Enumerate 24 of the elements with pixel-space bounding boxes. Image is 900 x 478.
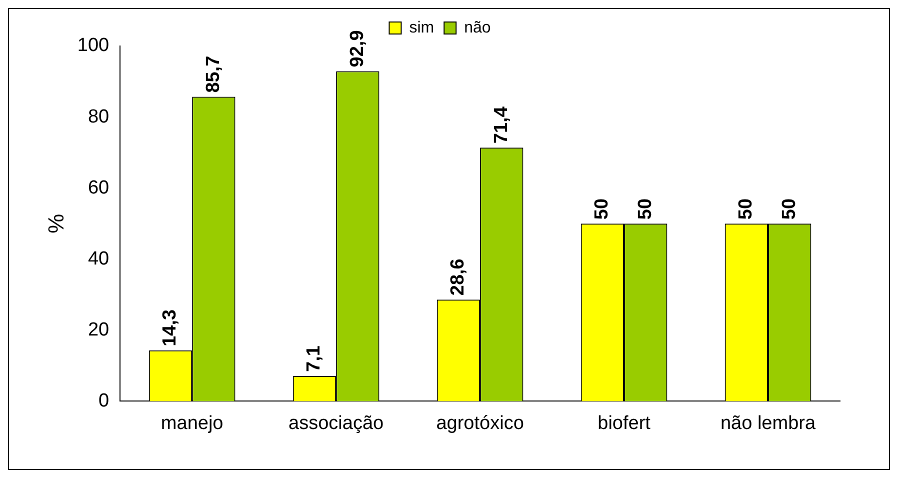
y-axis-title: % <box>43 214 68 234</box>
data-label: 28,6 <box>448 258 469 296</box>
data-label: 50 <box>736 198 757 220</box>
data-label: 85,7 <box>202 56 224 93</box>
y-tick-label: 20 <box>88 319 110 340</box>
legend-label: não <box>464 19 491 36</box>
y-tick-label: 0 <box>98 390 110 412</box>
data-label: 50 <box>778 198 800 220</box>
x-tick-label: manejo <box>160 412 224 434</box>
data-label: 92,9 <box>346 30 368 68</box>
y-tick-label: 80 <box>88 106 110 128</box>
data-label: 14,3 <box>160 309 181 346</box>
x-tick-label: biofert <box>598 412 652 434</box>
data-label: 7,1 <box>304 345 325 372</box>
data-label: 71,4 <box>490 106 512 144</box>
y-tick-label: 60 <box>88 177 110 198</box>
x-tick-label: associação <box>288 412 384 434</box>
x-tick-label: não lembra <box>720 412 816 434</box>
data-label: 50 <box>592 198 613 220</box>
y-tick-label: 100 <box>77 35 110 56</box>
x-tick-label: agrotóxico <box>436 412 524 434</box>
data-label: 50 <box>634 198 656 220</box>
y-tick-label: 40 <box>88 248 110 270</box>
legend-label: sim <box>409 19 434 36</box>
